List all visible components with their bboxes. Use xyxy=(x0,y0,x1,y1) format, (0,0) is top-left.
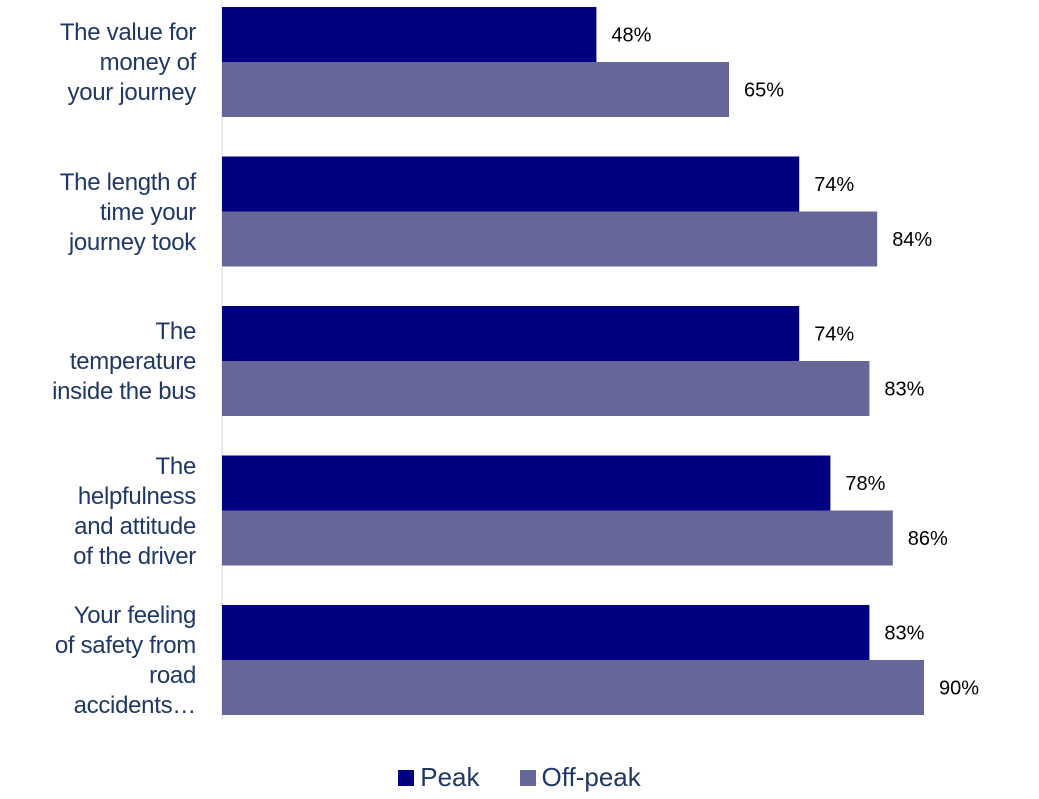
category-label-line: time your xyxy=(100,198,196,226)
legend-item-peak: Peak xyxy=(398,762,480,793)
category-label-line: journey took xyxy=(68,228,196,256)
data-label-offpeak-0: 65% xyxy=(744,80,784,102)
category-label-2: The temperature inside the bus xyxy=(10,317,196,407)
data-label-offpeak-2: 83% xyxy=(884,379,924,401)
bar-peak-3 xyxy=(222,455,831,511)
category-label-line: road xyxy=(149,662,196,689)
data-label-offpeak-3: 86% xyxy=(908,528,948,550)
data-label-peak-4: 83% xyxy=(884,623,924,645)
legend-swatch-peak xyxy=(398,769,415,786)
category-label-line: of the driver xyxy=(73,542,196,570)
bar-offpeak-3 xyxy=(222,510,893,566)
category-label-4: Your feeling of safety from road accidents… xyxy=(10,601,196,721)
bar-peak-1 xyxy=(222,156,800,212)
category-label-line: money of xyxy=(99,49,197,76)
category-label-line: The value for xyxy=(59,19,196,46)
bar-offpeak-0 xyxy=(222,62,729,117)
category-label-0: The value for money of your journey xyxy=(10,18,196,108)
legend-swatch-offpeak xyxy=(519,769,536,786)
category-label-1: The length of time your journey took xyxy=(10,168,197,258)
bar-offpeak-4 xyxy=(222,660,924,715)
category-label-line: The xyxy=(155,318,197,345)
bar-peak-4 xyxy=(222,605,870,660)
bar-peak-0 xyxy=(222,7,597,62)
category-label-line: your journey xyxy=(67,79,197,106)
legend-item-offpeak: Off-peak xyxy=(519,762,641,793)
data-label-offpeak-1: 84% xyxy=(892,229,932,251)
category-label-line: helpfulness xyxy=(77,482,196,510)
bar-offpeak-2 xyxy=(222,361,870,416)
data-label-peak-2: 74% xyxy=(814,324,854,346)
category-label-3: The helpfulness and attitude of the driver xyxy=(10,452,196,572)
category-label-line: temperature xyxy=(69,348,196,375)
category-label-line: Your feeling xyxy=(73,602,197,629)
category-label-line: and attitude xyxy=(74,512,196,540)
category-label-line: inside the bus xyxy=(52,378,196,405)
category-label-line: accidents… xyxy=(73,692,197,719)
legend: Peak Off-peak xyxy=(0,762,1039,793)
category-label-line: The length of xyxy=(59,168,197,196)
data-label-peak-3: 78% xyxy=(845,473,885,495)
data-label-peak-0: 48% xyxy=(611,25,651,47)
data-label-offpeak-4: 90% xyxy=(939,678,979,700)
category-label-line: The xyxy=(155,452,197,480)
legend-label-offpeak: Off-peak xyxy=(541,762,641,792)
bar-peak-2 xyxy=(222,306,800,361)
legend-label-peak: Peak xyxy=(420,762,480,792)
bar-offpeak-1 xyxy=(222,211,878,267)
data-label-peak-1: 74% xyxy=(814,174,854,196)
category-label-line: of safety from xyxy=(54,632,196,659)
